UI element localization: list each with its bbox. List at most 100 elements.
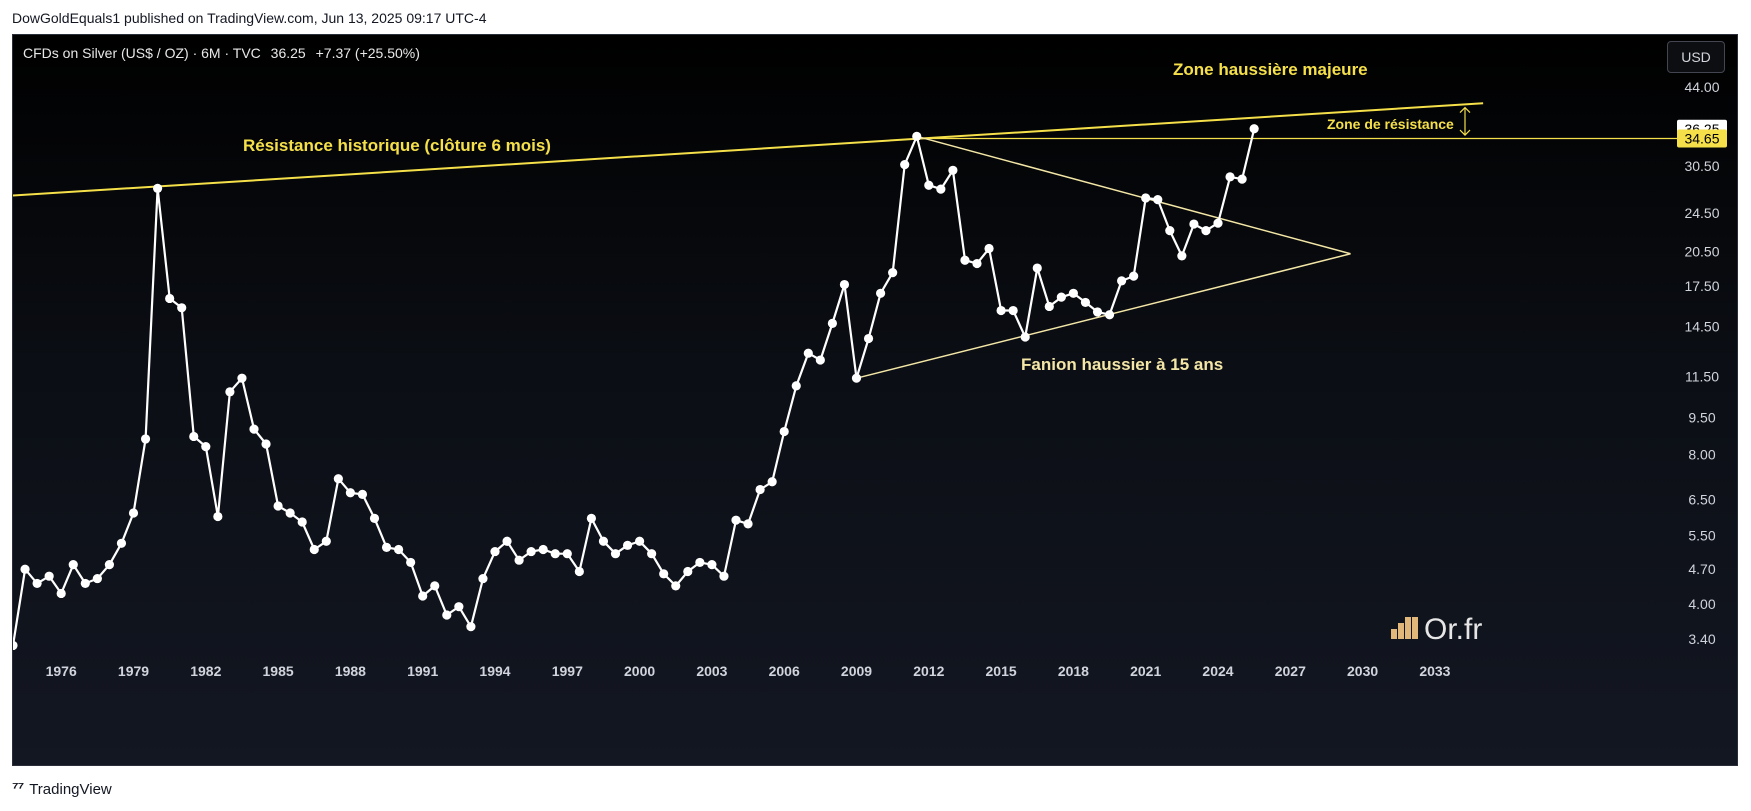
y-tick-label: 8.00 [1688,447,1715,463]
y-tick-label: 4.00 [1688,596,1715,612]
price-point [478,573,488,584]
price-point [1165,226,1175,236]
price-point [1032,263,1042,273]
price-point [177,303,187,313]
price-point [20,564,30,574]
price-point [140,434,151,444]
price-point [695,557,705,568]
y-tick-label: 44.00 [1684,79,1719,95]
x-tick-label: 2000 [624,663,655,679]
tradingview-logo-icon[interactable]: ⁷⁷ [12,780,24,797]
x-tick-label: 1982 [190,663,221,679]
pennant-lower-line [856,253,1351,379]
y-tick-label: 4.70 [1688,561,1715,577]
price-point [321,536,331,546]
price-point [165,293,175,304]
last-price: 36.25 [270,45,306,61]
price-point [972,258,982,269]
price-point [1201,226,1211,236]
pennant-label: Fanion haussier à 15 ans [1021,355,1223,374]
price-point [1092,307,1103,317]
zone-haussiere-label: Zone haussière majeure [1173,60,1368,79]
x-tick-label: 1994 [479,663,510,679]
price-point [80,578,90,589]
gold-bars-icon [1398,623,1404,639]
y-tick-label: 6.50 [1688,491,1715,507]
x-tick-label: 2015 [986,663,1017,679]
price-point [56,588,66,599]
y-tick-label: 20.50 [1684,244,1719,260]
arrow-down-icon [1459,129,1471,136]
y-tick-label: 3.40 [1688,631,1715,647]
x-tick-label: 2006 [769,663,800,679]
price-point [1068,288,1078,298]
price-point [586,513,597,523]
price-point [526,546,536,557]
price-point [213,511,223,522]
silver-price-line [13,128,1256,646]
price-point [454,602,464,612]
price-point [32,578,42,589]
price-point [598,536,609,546]
price-point [635,536,645,546]
chart-panel[interactable]: Résistance historique (clôture 6 mois) Zo… [12,34,1738,766]
price-point [851,373,862,383]
price-chart[interactable]: Résistance historique (clôture 6 mois) Zo… [13,35,1738,766]
y-tick-label: 11.50 [1685,368,1719,384]
x-tick-label: 2030 [1347,663,1378,679]
price-point [948,165,958,175]
price-point [767,477,777,487]
x-tick-label: 1997 [552,663,583,679]
x-tick-label: 1988 [335,663,366,679]
price-point [936,184,946,194]
price-point [1020,332,1030,342]
price-point [610,549,621,559]
price-point [791,381,801,391]
x-tick-label: 2009 [841,663,872,679]
price-point [1213,218,1223,228]
y-tick-label: 24.50 [1684,205,1719,221]
price-point [442,610,452,620]
price-point [189,431,199,442]
price-point [357,489,368,499]
price-point [622,540,633,550]
price-point [369,513,380,523]
price-point [683,566,693,577]
x-tick-label: 2018 [1058,663,1089,679]
publisher-line: DowGoldEquals1 published on TradingView.… [12,10,487,26]
price-point [1141,193,1151,203]
x-tick-label: 2021 [1130,663,1161,679]
currency-button[interactable]: USD [1667,41,1725,73]
price-point [815,355,825,365]
y-tick-label: 14.50 [1684,318,1719,334]
price-point [647,549,657,559]
x-tick-label: 1976 [46,663,77,679]
gold-bars-icon [1412,617,1418,639]
price-point [779,426,789,437]
x-tick-label: 1991 [407,663,438,679]
symbol-legend: CFDs on Silver (US$ / OZ) · 6M · TVC 36.… [23,45,426,61]
price-point [261,439,271,449]
price-point [550,549,560,559]
price-point [68,560,78,570]
price-point [574,566,584,577]
footer-brand[interactable]: TradingView [29,780,112,798]
price-point [406,557,416,568]
price-point [803,348,813,358]
price-point [863,333,874,344]
price-point [1237,174,1247,184]
symbol-name: CFDs on Silver (US$ / OZ) · 6M · TVC [23,45,261,61]
y-tick-label: 17.50 [1684,278,1719,294]
resistance-label: Résistance historique (clôture 6 mois) [243,136,551,155]
price-point [237,373,247,383]
price-point [430,581,440,591]
x-tick-label: 2003 [696,663,727,679]
price-point [225,387,235,397]
price-point [1117,276,1127,286]
price-point [996,305,1006,316]
or-fr-watermark: Or.fr [1424,613,1482,646]
y-tick-label: 5.50 [1688,527,1715,543]
price-point [839,279,850,290]
price-point [876,288,886,298]
price-point [514,555,524,565]
